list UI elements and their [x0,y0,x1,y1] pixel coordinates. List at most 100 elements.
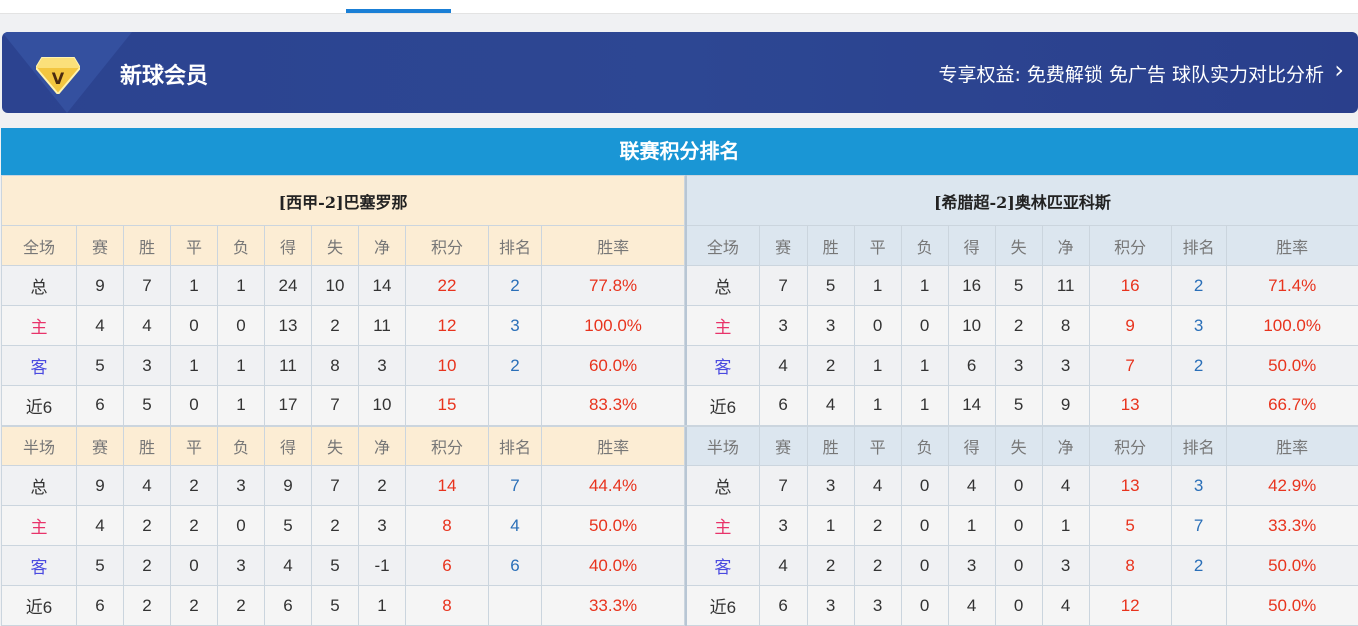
table-cell: 14 [947,385,996,426]
table-cell: 13 [1088,465,1172,506]
table-row: 总 9 7 1 1 24 10 14 22 2 77.8% [1,265,686,306]
table-row: 客 4 2 2 0 3 0 3 8 2 50.0% [685,545,1358,586]
table-cell: 44.4% [540,465,686,506]
table-row: 主 3 1 2 0 1 0 1 5 7 33.3% [685,505,1358,546]
team-name[interactable]: [希腊超-2]奥林匹亚科斯 [685,175,1358,226]
table-cell: 6 [405,545,489,586]
section-title: 联赛积分排名 [1,128,1358,175]
table-cell: 8 [405,585,489,626]
table-cell: 4 [264,545,312,586]
table-cell: 10 [358,385,406,426]
table-cell: 1 [217,265,265,306]
table-row: 总 7 5 1 1 16 5 11 16 2 71.4% [685,265,1358,306]
table-cell: 5 [76,345,124,386]
active-tab-indicator[interactable] [346,9,451,13]
column-header: 排名 [488,225,542,266]
table-cell: 9 [1041,385,1090,426]
table-cell: 5 [994,385,1043,426]
vip-benefits[interactable]: 专享权益: 免费解锁 免广告 球队实力对比分析 [938,64,1324,86]
table-cell: 3 [358,505,406,546]
table-cell: 71.4% [1225,265,1358,306]
vip-diamond-icon: V [36,57,80,94]
table-cell: 2 [806,345,855,386]
table-cell: 14 [405,465,489,506]
table-cell: 3 [947,545,996,586]
table-cell: 2 [170,465,218,506]
table-cell: 2 [123,545,171,586]
table-cell: 0 [994,465,1043,506]
table-cell: 0 [900,465,949,506]
table-cell: 3 [217,465,265,506]
table-cell: 1 [170,345,218,386]
table-cell: 2 [806,545,855,586]
table-cell [488,585,542,626]
table-cell: 4 [758,545,808,586]
table-cell: 5 [311,585,359,626]
table-cell: 0 [900,545,949,586]
chevron-right-icon[interactable]: › [1334,56,1344,84]
table-cell: 主 [685,505,760,546]
standings-panel: 联赛积分排名 [西甲-2]巴塞罗那 全场赛胜平负得失净积分 排名 胜率总 9 7 1 1 24 1… [0,128,1358,626]
table-cell: 7 [123,265,171,306]
table-cell: 0 [994,545,1043,586]
table-cell: 7 [311,385,359,426]
table-cell: 0 [217,305,265,346]
table-cell: 近6 [1,585,77,626]
table-cell: 2 [1170,345,1227,386]
table-cell: 6 [758,385,808,426]
column-header: 赛 [758,225,808,266]
table-cell: 8 [405,505,489,546]
table-cell: 50.0% [540,505,686,546]
column-header: 平 [170,424,218,466]
table-cell: 0 [900,585,949,626]
team-name[interactable]: [西甲-2]巴塞罗那 [0,175,686,226]
table-cell: 近6 [685,385,760,426]
table-cell: 9 [76,465,124,506]
table-cell: 1 [806,505,855,546]
table-cell: 总 [685,465,760,506]
table-cell: 1 [900,345,949,386]
table-cell: 50.0% [1225,345,1358,386]
table-cell: 6 [758,585,808,626]
table-cell: 3 [1170,305,1227,346]
column-header: 赛 [76,424,124,466]
table-cell: 6 [947,345,996,386]
table-cell: 2 [170,585,218,626]
table-cell: 4 [758,345,808,386]
table-cell: 4 [1041,585,1090,626]
column-header: 半场 [1,424,77,466]
table-cell: 4 [488,505,542,546]
table-cell: 22 [405,265,489,306]
column-header: 排名 [1170,225,1227,266]
column-header: 负 [217,225,265,266]
table-cell: 主 [1,305,77,346]
table-cell: 主 [1,505,77,546]
table-cell: 0 [217,505,265,546]
table-cell: 客 [685,545,760,586]
table-cell: 0 [994,505,1043,546]
full-header-row: 全场赛胜平负得失净积分 排名 胜率 [685,225,1358,266]
table-row: 总 7 3 4 0 4 0 4 13 3 42.9% [685,465,1358,506]
table-cell: 1 [853,385,902,426]
table-cell: 2 [994,305,1043,346]
table-cell: 2 [311,305,359,346]
column-header: 胜率 [1225,424,1358,466]
table-cell: 12 [1088,585,1172,626]
vip-title: 新球会员 [120,64,209,89]
column-header: 得 [947,225,996,266]
table-cell: 2 [853,545,902,586]
table-cell: 33.3% [1225,505,1358,546]
table-cell: 100.0% [1225,305,1358,346]
column-header: 平 [170,225,218,266]
table-cell: 4 [806,385,855,426]
table-cell: 3 [1170,465,1227,506]
column-header: 得 [264,225,312,266]
table-cell: 16 [1088,265,1172,306]
table-cell: 24 [264,265,312,306]
table-cell: 2 [217,585,265,626]
table-cell: 0 [170,545,218,586]
table-cell: 13 [1088,385,1172,426]
vip-banner[interactable]: V 新球会员 专享权益: 免费解锁 免广告 球队实力对比分析 › [2,32,1358,113]
table-cell: 77.8% [540,265,686,306]
table-cell: 40.0% [540,545,686,586]
